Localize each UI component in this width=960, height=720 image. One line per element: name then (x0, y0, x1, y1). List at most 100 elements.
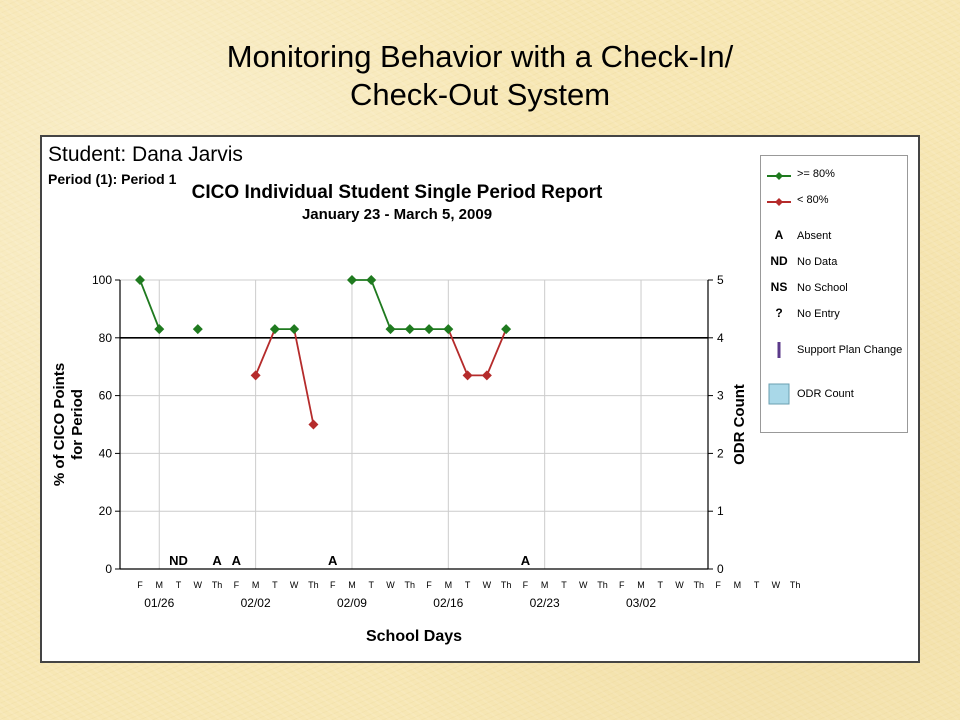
red-line-marker-icon (767, 198, 791, 206)
day-annotation: A (521, 553, 531, 568)
x-day-label: F (330, 580, 336, 590)
x-day-label: T (561, 580, 567, 590)
data-point (385, 324, 396, 335)
x-day-label: W (675, 580, 684, 590)
x-week-label: 01/26 (144, 596, 174, 610)
x-day-label: M (348, 580, 356, 590)
x-day-label: M (734, 580, 742, 590)
data-point (289, 324, 300, 335)
x-day-label: W (579, 580, 588, 590)
x-week-label: 02/16 (433, 596, 463, 610)
x-week-label: 02/09 (337, 596, 367, 610)
legend-label: >= 80% (797, 168, 835, 180)
y-tick-label: 100 (92, 273, 112, 287)
x-day-label: W (772, 580, 781, 590)
x-day-label: T (754, 580, 760, 590)
x-day-label: Th (501, 580, 512, 590)
y2-tick-label: 2 (717, 446, 724, 460)
data-point (481, 370, 492, 381)
x-week-label: 02/23 (530, 596, 560, 610)
legend-symbol: A (774, 228, 784, 242)
data-point (135, 275, 145, 285)
series-segment (254, 328, 276, 376)
legend-label: ODR Count (797, 388, 854, 400)
series-segment (486, 328, 507, 376)
legend-item-no-school: NS No School (761, 280, 907, 300)
x-day-label: W (483, 580, 492, 590)
x-day-label: F (523, 580, 529, 590)
x-day-label: T (272, 580, 278, 590)
day-annotation: ND (169, 553, 188, 568)
day-annotation: A (328, 553, 338, 568)
series-segment (293, 328, 315, 425)
data-point (424, 324, 435, 335)
legend-item-below: < 80% (761, 192, 907, 212)
y2-tick-label: 3 (717, 389, 724, 403)
slide-title-line-2: Check-Out System (349, 77, 611, 112)
legend-symbol: ? (775, 306, 783, 320)
data-point (366, 275, 377, 285)
light-blue-box-icon (768, 383, 790, 405)
x-day-label: F (137, 580, 143, 590)
chart-plot: 0 20 40 60 80 100 0 1 2 3 4 5 F M T W Th F M T W Th F M T W Th F M T W… (51, 273, 801, 645)
purple-bar-icon (777, 342, 781, 358)
data-point (308, 419, 319, 430)
y2-tick-label: 5 (717, 273, 724, 287)
data-point (192, 324, 203, 335)
y2-axis-title: ODR Count (731, 384, 748, 465)
legend-label: No Entry (797, 308, 840, 320)
x-day-label: F (426, 580, 432, 590)
chart-legend: >= 80% < 80% A Absent ND No Data NS No S… (760, 155, 908, 433)
x-day-label: Th (308, 580, 319, 590)
x-day-label: F (619, 580, 625, 590)
data-point (154, 324, 165, 335)
x-day-label: M (252, 580, 260, 590)
x-axis-title: School Days (366, 628, 462, 645)
x-day-label: Th (790, 580, 801, 590)
legend-item-support-plan-change: Support Plan Change (761, 342, 907, 362)
data-point (250, 370, 261, 381)
x-day-label: W (386, 580, 395, 590)
x-day-label: W (290, 580, 299, 590)
x-day-label: M (156, 580, 164, 590)
legend-label: Support Plan Change (797, 344, 903, 356)
x-day-label: T (368, 580, 374, 590)
x-day-label: M (637, 580, 645, 590)
y2-tick-label: 1 (717, 504, 724, 518)
report-date-range: January 23 - March 5, 2009 (301, 206, 493, 223)
data-point (346, 275, 357, 285)
y-tick-label: 40 (99, 446, 113, 460)
x-day-label: W (194, 580, 203, 590)
x-week-label: 03/02 (626, 596, 656, 610)
day-annotation: A (212, 553, 222, 568)
x-week-label: 02/02 (241, 596, 271, 610)
slide-title-line-1: Monitoring Behavior with a Check-In/ (226, 39, 734, 74)
series-segment (447, 328, 469, 376)
y2-tick-label: 0 (717, 562, 724, 576)
legend-symbol: NS (770, 280, 788, 294)
series-segment (139, 279, 161, 330)
y-tick-label: 80 (99, 331, 113, 345)
cico-report-chart: Student: Dana Jarvis Period (1): Period … (40, 135, 920, 663)
legend-label: < 80% (797, 194, 829, 206)
legend-label: Absent (797, 230, 832, 242)
x-day-label: T (465, 580, 471, 590)
y-tick-label: 60 (99, 389, 113, 403)
x-day-label: Th (597, 580, 608, 590)
student-name: Student: Dana Jarvis (48, 143, 243, 166)
y-tick-label: 20 (99, 504, 113, 518)
y2-tick-label: 4 (717, 331, 724, 345)
x-day-label: Th (405, 580, 416, 590)
legend-item-no-data: ND No Data (761, 254, 907, 274)
x-day-label: M (541, 580, 549, 590)
data-point (501, 324, 512, 335)
data-point (404, 324, 415, 335)
legend-item-odr-count: ODR Count (761, 383, 907, 406)
x-day-label: F (234, 580, 240, 590)
x-day-label: F (715, 580, 721, 590)
y-tick-label: 0 (105, 562, 112, 576)
x-day-label: M (445, 580, 453, 590)
x-day-label: Th (694, 580, 705, 590)
x-day-label: Th (212, 580, 223, 590)
data-point (269, 324, 280, 335)
